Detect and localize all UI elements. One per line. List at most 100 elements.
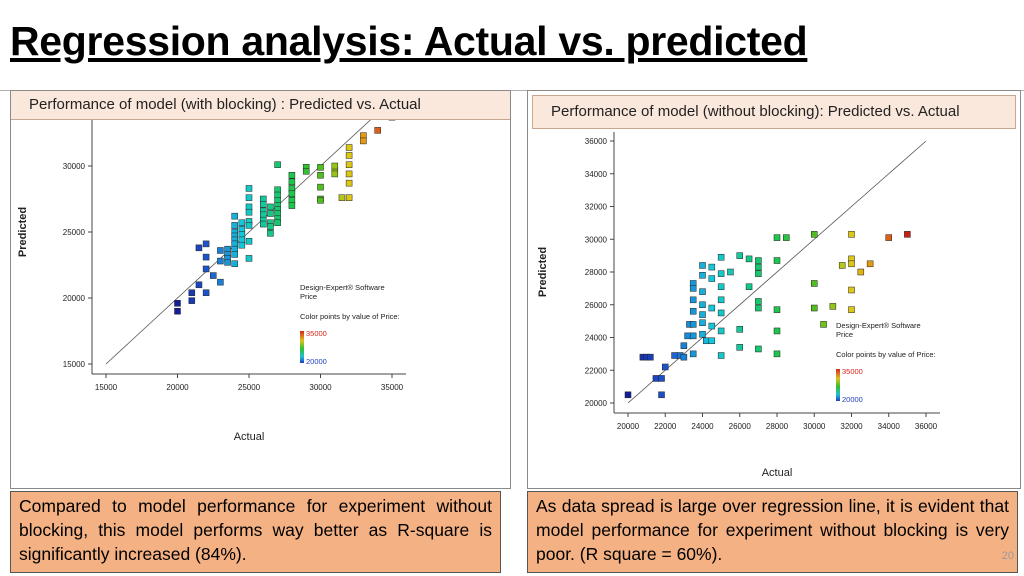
data-point: [708, 263, 716, 271]
data-point: [202, 253, 210, 261]
data-point: [188, 289, 196, 296]
x-tick-label: 26000: [729, 422, 752, 431]
y-tick-label: 15000: [63, 360, 86, 369]
data-point: [260, 201, 267, 208]
data-point: [755, 345, 762, 353]
data-point: [848, 260, 855, 268]
data-point: [755, 298, 762, 305]
data-point: [689, 296, 697, 304]
data-point: [267, 223, 274, 230]
y-tick-label: 24000: [585, 334, 608, 343]
data-point: [866, 260, 874, 268]
data-point: [267, 230, 274, 237]
legend-low-value: 20000: [306, 357, 327, 366]
data-point: [274, 161, 281, 168]
data-point: [717, 352, 725, 359]
data-point: [231, 251, 238, 258]
x-tick-label: 36000: [915, 422, 938, 431]
data-point: [708, 337, 716, 345]
data-point: [857, 268, 865, 276]
data-point: [717, 327, 725, 335]
data-point: [904, 231, 911, 238]
data-point: [773, 350, 781, 358]
data-point: [195, 244, 203, 252]
x-tick-label: 30000: [309, 383, 332, 392]
data-point: [689, 332, 697, 340]
x-tick-label: 15000: [95, 383, 118, 392]
chart-title: Performance of model (with blocking) : P…: [11, 91, 510, 120]
data-point: [174, 300, 181, 307]
data-point: [217, 278, 224, 286]
data-point: [245, 208, 253, 216]
x-tick-label: 24000: [691, 422, 714, 431]
data-point: [745, 283, 753, 290]
data-point: [238, 241, 246, 249]
data-point: [717, 254, 725, 261]
data-point: [717, 296, 725, 304]
data-point: [260, 220, 267, 228]
chart-title: Performance of model (without blocking):…: [532, 95, 1016, 129]
data-point: [783, 234, 790, 241]
data-point: [848, 306, 855, 313]
y-tick-label: 30000: [585, 235, 608, 244]
data-point: [345, 152, 353, 159]
data-point: [755, 263, 762, 271]
data-point: [773, 234, 781, 241]
data-point: [238, 219, 246, 227]
data-point: [658, 375, 665, 382]
data-point: [671, 352, 678, 359]
data-point: [345, 179, 353, 187]
data-point: [245, 194, 253, 201]
x-tick-label: 35000: [381, 383, 404, 392]
data-point: [829, 303, 837, 310]
data-point: [317, 197, 324, 204]
data-point: [773, 257, 781, 264]
data-point: [699, 330, 706, 338]
data-point: [773, 306, 781, 313]
data-point: [345, 170, 353, 178]
data-point: [727, 268, 734, 276]
y-tick-label: 28000: [585, 268, 608, 277]
data-point: [811, 231, 818, 238]
data-point: [302, 168, 310, 175]
data-point: [717, 309, 725, 317]
chart-panel-with-blocking: Performance of model (with blocking) : P…: [10, 90, 511, 489]
x-tick-label: 30000: [803, 422, 826, 431]
data-point: [331, 162, 339, 170]
data-point: [331, 170, 339, 178]
data-point: [288, 190, 296, 197]
data-point: [217, 247, 224, 254]
data-point: [274, 219, 281, 227]
data-point: [217, 257, 224, 265]
data-point: [288, 171, 296, 179]
y-axis-label: Predicted: [17, 207, 29, 257]
x-tick-label: 20000: [617, 422, 640, 431]
data-point: [820, 321, 827, 328]
data-point: [174, 307, 181, 315]
legend-high-value: 35000: [842, 367, 863, 376]
data-point: [838, 262, 846, 269]
data-point: [288, 178, 296, 186]
data-point: [345, 161, 353, 168]
data-point: [699, 288, 706, 295]
reference-line: [105, 120, 371, 365]
chart-panel-without-blocking: Performance of model (without blocking):…: [527, 90, 1021, 489]
data-point: [689, 321, 697, 328]
data-point: [811, 304, 818, 312]
data-point: [231, 212, 238, 220]
data-point: [755, 257, 762, 264]
data-point: [755, 270, 762, 277]
data-point: [267, 203, 274, 211]
data-point: [624, 391, 632, 399]
data-point: [699, 301, 706, 308]
data-point: [689, 285, 697, 292]
data-point: [188, 297, 196, 304]
data-point: [374, 127, 381, 134]
data-point: [317, 171, 324, 179]
y-tick-label: 20000: [585, 399, 608, 408]
data-point: [680, 342, 688, 349]
data-point: [195, 281, 203, 289]
data-point: [708, 322, 716, 330]
data-point: [736, 344, 743, 351]
scatter-chart-without-blocking: 20000 22000 24000 26000 28000 30000 32000 34000…: [537, 132, 940, 479]
